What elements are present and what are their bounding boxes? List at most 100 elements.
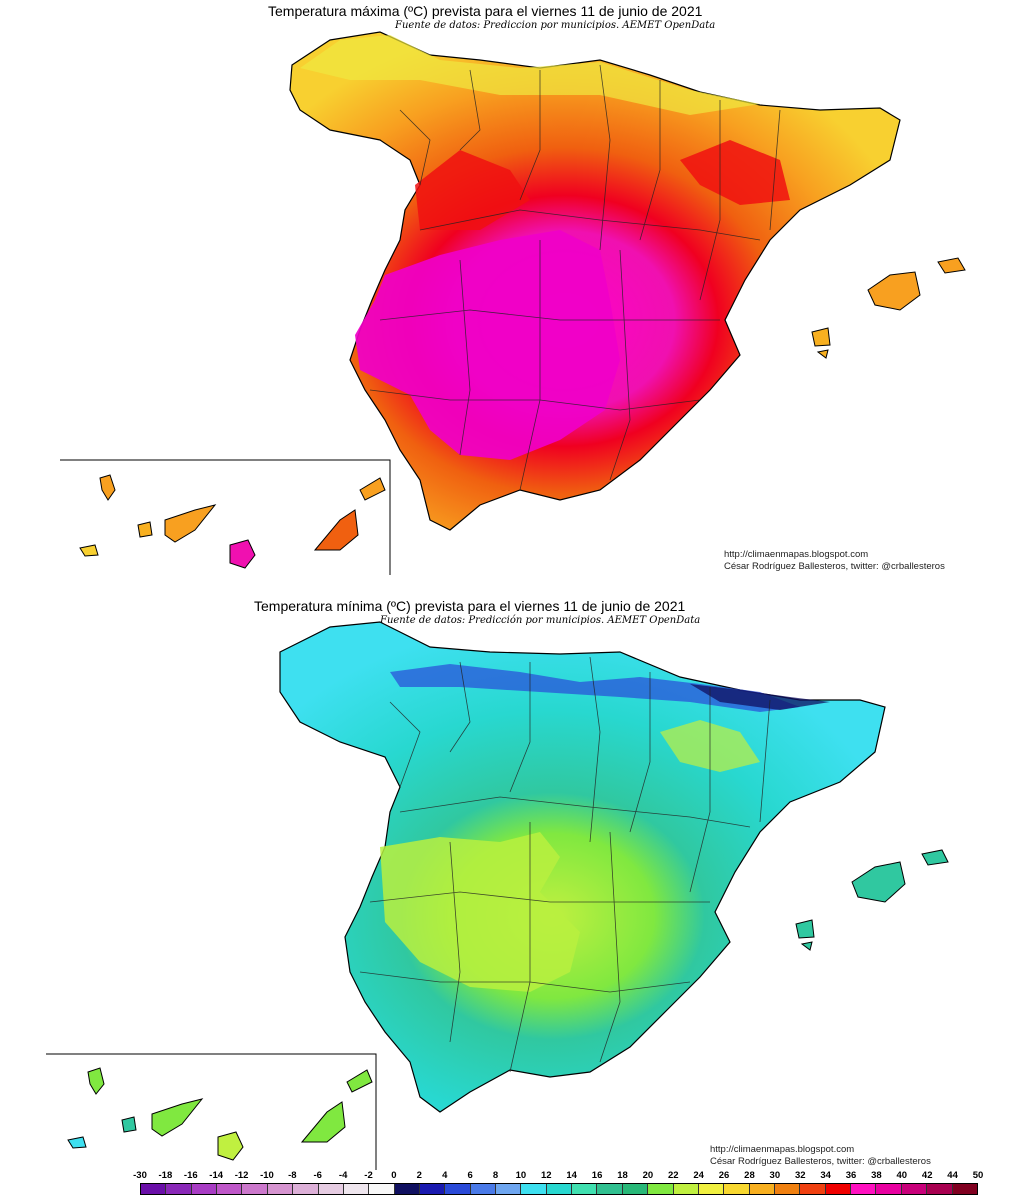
- legend-swatch: [597, 1184, 623, 1194]
- legend-swatch: [293, 1184, 319, 1194]
- cold-pyrenees: [690, 684, 830, 710]
- legend-tick-label: 18: [617, 1170, 628, 1181]
- legend-tick-label: 20: [642, 1170, 654, 1181]
- min-credit-url: http://climaenmapas.blogspot.com: [710, 1144, 855, 1155]
- legend-tick-label: 40: [896, 1170, 908, 1181]
- max-map-title: Temperatura máxima (ºC) prevista para el…: [268, 3, 703, 19]
- min-temperature-panel: Temperatura mínima (ºC) prevista para el…: [0, 592, 1024, 1170]
- legend-swatch: [217, 1184, 243, 1194]
- legend-tick-label: -12: [234, 1170, 249, 1181]
- legend-tick-label: -6: [313, 1170, 322, 1181]
- legend-tick-label: 44: [947, 1170, 958, 1181]
- legend-tick-label: 36: [845, 1170, 857, 1181]
- legend-swatch: [952, 1184, 977, 1194]
- legend-swatch: [419, 1184, 446, 1194]
- legend-color-bar: [140, 1183, 978, 1195]
- legend-tick-label: -18: [158, 1170, 173, 1181]
- legend-swatch: [825, 1184, 852, 1194]
- hot-core: [355, 230, 620, 460]
- peninsula-shape: [279, 621, 886, 1113]
- canary-inset-frame: [60, 459, 391, 575]
- legend-swatch: [470, 1184, 497, 1194]
- legend-tick-label: 10: [515, 1170, 527, 1181]
- legend-tick-label: -16: [183, 1170, 198, 1181]
- balearic-mallorca: [867, 271, 921, 311]
- balearic-formentera: [800, 941, 813, 951]
- province-borders: [369, 64, 781, 491]
- province-borders: [359, 656, 771, 1073]
- balearic-ibiza: [795, 919, 815, 939]
- balearic-formentera: [816, 349, 829, 359]
- min-credit-author: César Rodríguez Ballesteros, twitter: @c…: [710, 1156, 931, 1167]
- legend-swatch: [267, 1184, 294, 1194]
- max-temperature-panel: Temperatura máxima (ºC) prevista para el…: [0, 0, 1024, 590]
- legend-swatch: [343, 1184, 370, 1194]
- balearic-ibiza: [811, 327, 831, 347]
- balearic-mallorca: [851, 861, 906, 903]
- legend-tick-label: 32: [794, 1170, 806, 1181]
- legend-swatch: [901, 1184, 928, 1194]
- legend-swatch: [800, 1184, 826, 1194]
- legend-tick-label: -10: [260, 1170, 274, 1181]
- max-temperature-map: [60, 31, 966, 575]
- legend-swatch: [648, 1184, 674, 1194]
- balearic-menorca: [937, 257, 966, 274]
- legend-tick-labels: -30 -18 -16 -14 -12 -10 -8 -6 -4 -2 0 2 4 6 8 10 12 14 16 1…: [0, 1170, 1024, 1182]
- legend-swatch: [851, 1184, 877, 1194]
- legend-swatch: [445, 1184, 471, 1194]
- legend-swatch: [394, 1184, 420, 1194]
- legend-tick-label: 16: [591, 1170, 603, 1181]
- legend-tick-label: -2: [364, 1170, 373, 1181]
- legend-swatch: [369, 1184, 395, 1194]
- legend-tick-label: 12: [541, 1170, 552, 1181]
- max-map-credit: http://climaenmapas.blogspot.com César R…: [724, 549, 945, 573]
- legend-tick-label: 22: [667, 1170, 679, 1181]
- legend-tick-label: 42: [921, 1170, 933, 1181]
- legend-tick-label: 24: [693, 1170, 704, 1181]
- legend-tick-label: -14: [209, 1170, 224, 1181]
- legend-swatch: [673, 1184, 699, 1194]
- legend-swatch: [496, 1184, 522, 1194]
- legend-swatch: [622, 1184, 649, 1194]
- legend-tick-label: 0: [391, 1170, 397, 1181]
- cool-north-coast: [300, 35, 760, 115]
- legend-tick-label: 34: [820, 1170, 831, 1181]
- legend-tick-label: 50: [972, 1170, 984, 1181]
- max-map-subtitle: Fuente de datos: Prediccion por municipi…: [395, 20, 716, 31]
- min-map-credit: http://climaenmapas.blogspot.com César R…: [710, 1144, 931, 1168]
- legend-swatch: [698, 1184, 725, 1194]
- max-credit-author: César Rodríguez Ballesteros, twitter: @c…: [724, 561, 945, 572]
- legend-swatch: [927, 1184, 953, 1194]
- legend-swatch: [318, 1184, 344, 1194]
- legend-swatch: [141, 1184, 167, 1194]
- legend-swatch: [521, 1184, 547, 1194]
- legend-tick-label: 2: [416, 1170, 422, 1181]
- legend-tick-label: -8: [288, 1170, 297, 1181]
- legend-swatch: [876, 1184, 902, 1194]
- legend-swatch: [166, 1184, 192, 1194]
- legend-swatch: [774, 1184, 801, 1194]
- legend-tick-label: 8: [492, 1170, 499, 1181]
- legend-tick-label: 14: [566, 1170, 577, 1181]
- legend-tick-label: 28: [744, 1170, 755, 1181]
- legend-swatch: [749, 1184, 775, 1194]
- legend-swatch: [546, 1184, 573, 1194]
- canary-islands: [67, 1067, 373, 1161]
- hot-band-northwest: [415, 150, 530, 230]
- balearic-menorca: [921, 849, 949, 866]
- legend-tick-label: -30: [133, 1170, 147, 1181]
- legend-swatch: [572, 1184, 598, 1194]
- legend-tick-label: 38: [871, 1170, 882, 1181]
- legend-swatch: [191, 1184, 218, 1194]
- legend-tick-label: 4: [442, 1170, 448, 1181]
- min-map-title: Temperatura mínima (ºC) prevista para el…: [254, 598, 686, 614]
- legend-tick-label: -4: [338, 1170, 348, 1181]
- hot-band-ebro: [680, 140, 790, 205]
- canary-inset-frame: [46, 1053, 377, 1170]
- legend-swatch: [724, 1184, 750, 1194]
- legend-tick-label: 30: [769, 1170, 781, 1181]
- min-map-subtitle: Fuente de datos: Predicción por municipi…: [380, 615, 701, 626]
- cold-cantabrian-band: [390, 664, 800, 712]
- canary-islands: [79, 474, 386, 569]
- legend-tick-label: 26: [718, 1170, 730, 1181]
